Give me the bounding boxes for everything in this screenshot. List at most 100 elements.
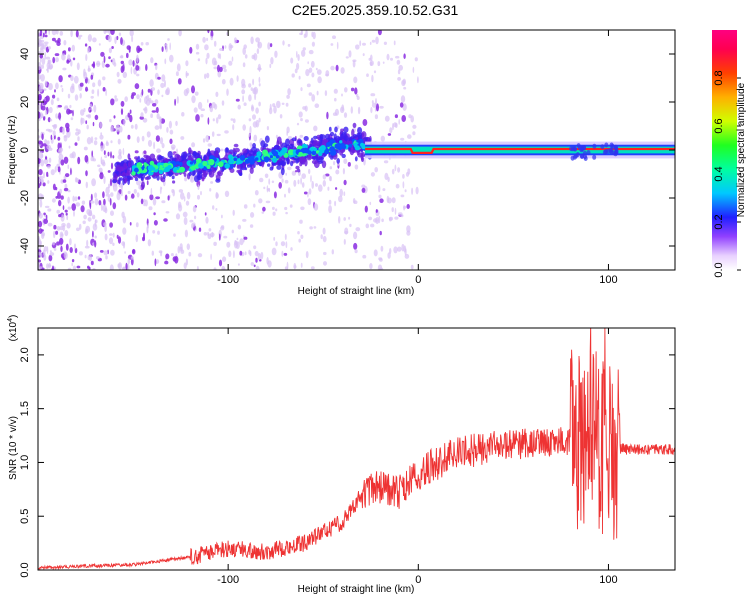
signal-dot (118, 177, 121, 185)
noise-dot (207, 99, 209, 103)
noise-dot (202, 138, 206, 143)
noise-dot (131, 35, 134, 43)
noise-dot (242, 62, 246, 68)
noise-dot (53, 124, 58, 129)
noise-dot (186, 191, 191, 200)
noise-dot (127, 190, 131, 195)
noise-dot (338, 195, 343, 203)
noise-dot (103, 30, 107, 35)
noise-dot (38, 182, 41, 189)
noise-dot (397, 69, 401, 75)
noise-dot (248, 118, 252, 122)
noise-dot (298, 111, 303, 118)
noise-dot (289, 204, 293, 208)
noise-dot (208, 228, 212, 232)
noise-dot (204, 44, 209, 51)
noise-dot (206, 52, 210, 59)
noise-dot (250, 87, 253, 91)
noise-dot (43, 218, 48, 224)
signal-dot (145, 155, 151, 162)
noise-dot (308, 188, 312, 195)
noise-dot (286, 130, 289, 136)
noise-dot (365, 223, 370, 229)
noise-dot (41, 154, 44, 158)
colorbar-tick-label: 0.2 (713, 214, 725, 229)
noise-dot (72, 109, 74, 117)
noise-dot (49, 118, 53, 122)
noise-dot (211, 57, 217, 66)
noise-dot (312, 31, 316, 40)
noise-dot (75, 202, 81, 207)
noise-dot (40, 74, 45, 82)
signal-dot (249, 167, 254, 174)
noise-dot (38, 140, 42, 145)
noise-dot (83, 68, 86, 77)
noise-dot (387, 252, 391, 259)
spectrogram-plot (38, 30, 675, 270)
noise-dot (333, 161, 336, 166)
signal-dot (144, 176, 150, 180)
noise-dot (76, 227, 80, 232)
noise-dot (47, 180, 50, 184)
signal-dot (116, 169, 120, 177)
noise-dot (178, 189, 184, 193)
signal-dot (296, 168, 301, 173)
noise-dot (177, 246, 181, 254)
noise-dot (97, 164, 101, 168)
noise-dot (322, 235, 327, 243)
noise-dot (112, 155, 115, 159)
noise-dot (175, 213, 181, 220)
noise-dot (166, 87, 170, 96)
noise-dot (231, 229, 234, 234)
noise-dot (362, 119, 368, 126)
signal-dot (352, 122, 357, 128)
noise-dot (253, 245, 257, 250)
spectrogram-axes: -100 0 100 -40 -20 0 20 40 (19, 30, 675, 286)
noise-dot (241, 89, 246, 95)
signal-dot (233, 143, 239, 148)
noise-dot (369, 41, 372, 46)
noise-dot (72, 265, 76, 270)
noise-dot (99, 122, 103, 128)
noise-dot (197, 194, 200, 200)
noise-dot (330, 65, 335, 71)
noise-dot (167, 38, 170, 41)
signal-dot (127, 161, 132, 168)
noise-dot (90, 260, 94, 266)
noise-dot (220, 148, 224, 152)
noise-dot (64, 183, 68, 189)
noise-dot (188, 251, 192, 257)
noise-dot (297, 231, 300, 235)
noise-dot (316, 90, 319, 96)
noise-dot (297, 179, 300, 185)
noise-dot (140, 42, 144, 46)
noise-dot (330, 43, 334, 46)
noise-dot (417, 76, 419, 84)
peak-dot (230, 160, 235, 164)
noise-dot (131, 248, 136, 255)
noise-dot (52, 183, 56, 191)
noise-dot (299, 32, 303, 36)
noise-dot (84, 43, 88, 47)
y-tick-label: 0.0 (19, 562, 31, 577)
signal-dot (329, 155, 334, 160)
noise-dot (44, 34, 48, 38)
noise-dot (281, 102, 285, 106)
noise-dot (91, 150, 93, 158)
noise-dot (164, 260, 169, 265)
noise-dot (153, 212, 156, 216)
noise-dot (83, 214, 87, 220)
figure-title: C2E5.2025.359.10.52.G31 (292, 2, 459, 18)
noise-dot (320, 234, 323, 240)
noise-dot (74, 196, 78, 202)
signal-dot (229, 168, 235, 173)
signal-dot (333, 133, 337, 141)
signal-dot (340, 128, 345, 132)
noise-dot (297, 54, 300, 61)
signal-dot (343, 135, 349, 142)
noise-dot (88, 266, 91, 270)
noise-dot (110, 98, 115, 106)
noise-dot (151, 110, 157, 113)
noise-dot (402, 78, 407, 85)
noise-dot (69, 238, 72, 246)
